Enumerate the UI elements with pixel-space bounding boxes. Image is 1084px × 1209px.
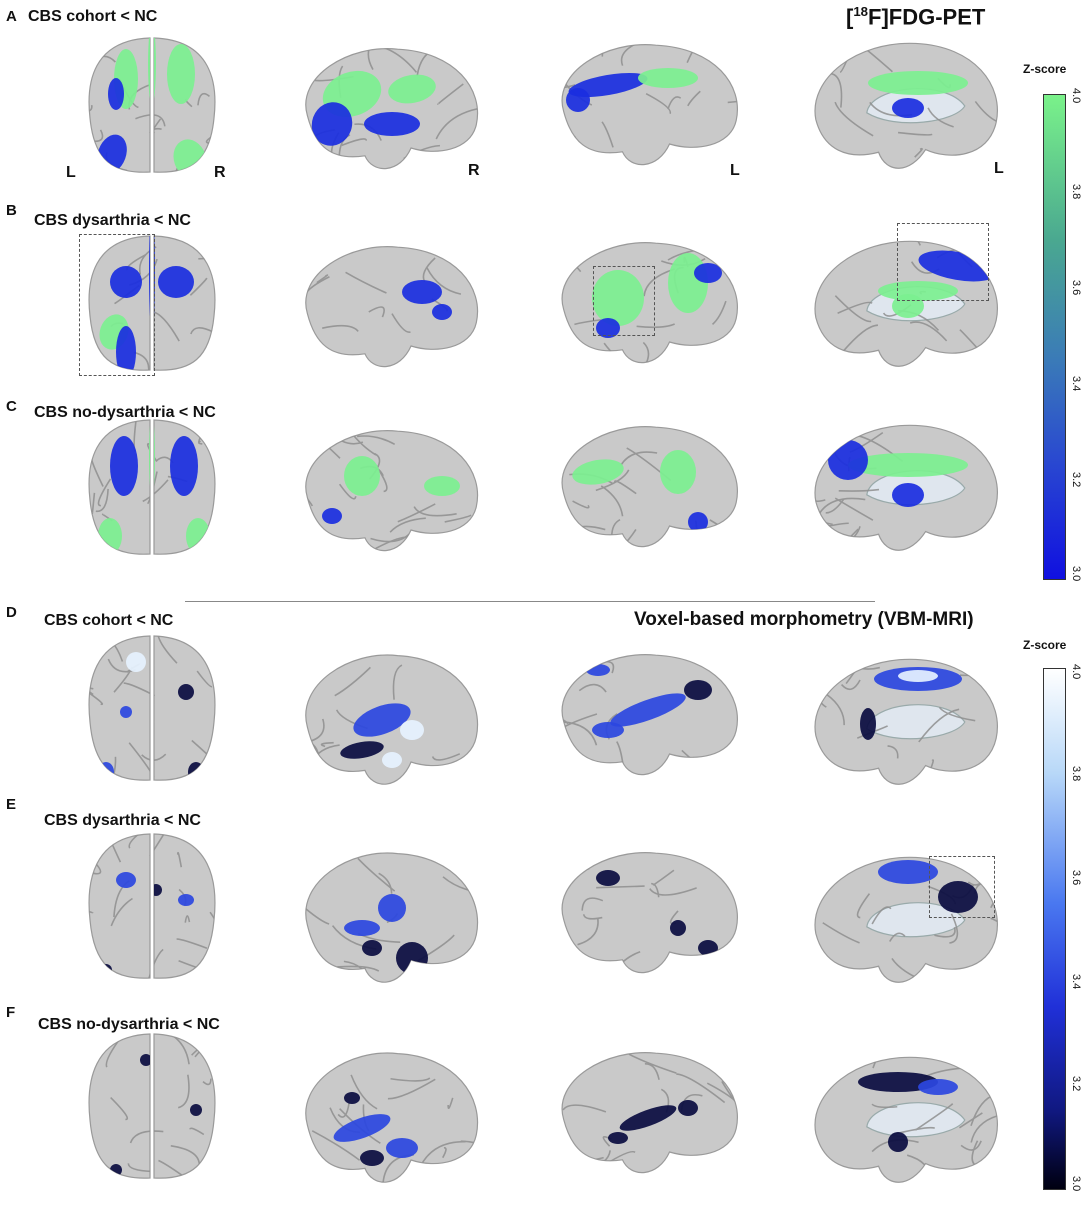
pet-colorbar-label: Z-score	[1023, 62, 1067, 76]
orientation-label-l-axial: L	[66, 164, 76, 181]
pet-brain-right-lateral-a	[292, 44, 484, 174]
panel-title-a: CBS cohort < NC	[28, 8, 158, 25]
pet-tick-4-0: 4.0	[1070, 88, 1082, 104]
vbm-tick-3-2: 3.2	[1070, 1076, 1082, 1092]
vbm-tick-3-6: 3.6	[1070, 870, 1082, 886]
panel-letter-f: F	[6, 1004, 16, 1021]
highlight-box-b-medial	[897, 223, 989, 301]
pet-brain-left-medial-c	[808, 420, 1004, 556]
vbm-colorbar-label: Z-score	[1023, 638, 1067, 652]
pet-colorbar	[1043, 94, 1066, 580]
vbm-colorbar	[1043, 668, 1066, 1190]
pet-tick-3-0: 3.0	[1070, 566, 1082, 582]
vbm-brain-axial-d	[86, 632, 218, 782]
pet-brain-left-lateral-b	[548, 238, 744, 368]
vbm-tick-3-8: 3.8	[1070, 766, 1082, 782]
vbm-brain-right-lateral-f	[292, 1048, 484, 1188]
orientation-label-r-lateral: R	[468, 162, 480, 179]
pet-tick-3-8: 3.8	[1070, 184, 1082, 200]
vbm-brain-left-medial-e	[808, 852, 1004, 988]
orientation-label-r-axial: R	[214, 164, 226, 181]
vbm-tick-3-0: 3.0	[1070, 1176, 1082, 1192]
pet-tick-3-2: 3.2	[1070, 472, 1082, 488]
pet-brain-left-medial-b	[808, 236, 1004, 372]
panel-title-b: CBS dysarthria < NC	[34, 212, 191, 229]
panel-letter-e: E	[6, 796, 17, 813]
vbm-brain-axial-e	[86, 830, 218, 980]
highlight-box-b-lateral	[593, 266, 655, 336]
vbm-brain-left-lateral-f	[548, 1048, 744, 1178]
pet-tick-3-6: 3.6	[1070, 280, 1082, 296]
pet-brain-right-lateral-c	[292, 426, 484, 556]
pet-brain-axial-b	[86, 232, 218, 372]
vbm-brain-right-lateral-d	[292, 650, 484, 790]
highlight-box-b-axial	[79, 234, 155, 376]
panel-letter-a: A	[6, 8, 17, 25]
vbm-brain-left-medial-d	[808, 654, 1004, 790]
pet-brain-left-medial-a	[808, 38, 1004, 174]
pet-brain-left-lateral-c	[548, 422, 744, 552]
panel-letter-b: B	[6, 202, 17, 219]
pet-brain-axial-c	[86, 416, 218, 556]
panel-title-f: CBS no-dysarthria < NC	[38, 1016, 220, 1033]
vbm-tick-4-0: 4.0	[1070, 664, 1082, 680]
pet-brain-left-lateral-a	[548, 40, 744, 170]
panel-title-e: CBS dysarthria < NC	[44, 812, 201, 829]
pet-brain-axial-a	[86, 34, 218, 174]
vbm-section-title: Voxel-based morphometry (VBM-MRI)	[634, 609, 974, 630]
highlight-box-e-medial	[929, 856, 995, 918]
orientation-label-l-lateral: L	[730, 162, 740, 179]
pet-section-title: [18F]FDG-PET	[846, 4, 986, 30]
vbm-brain-left-medial-f	[808, 1052, 1004, 1188]
panel-title-d: CBS cohort < NC	[44, 612, 174, 629]
vbm-brain-axial-f	[86, 1030, 218, 1180]
vbm-brain-left-lateral-e	[548, 848, 744, 978]
pet-brain-right-lateral-b	[292, 242, 484, 372]
orientation-label-l-medial: L	[994, 160, 1004, 177]
vbm-brain-left-lateral-d	[548, 650, 744, 780]
panel-title-c: CBS no-dysarthria < NC	[34, 404, 216, 421]
section-divider	[185, 601, 875, 602]
vbm-tick-3-4: 3.4	[1070, 974, 1082, 990]
panel-letter-c: C	[6, 398, 17, 415]
pet-tick-3-4: 3.4	[1070, 376, 1082, 392]
vbm-brain-right-lateral-e	[292, 848, 484, 988]
panel-letter-d: D	[6, 604, 17, 621]
